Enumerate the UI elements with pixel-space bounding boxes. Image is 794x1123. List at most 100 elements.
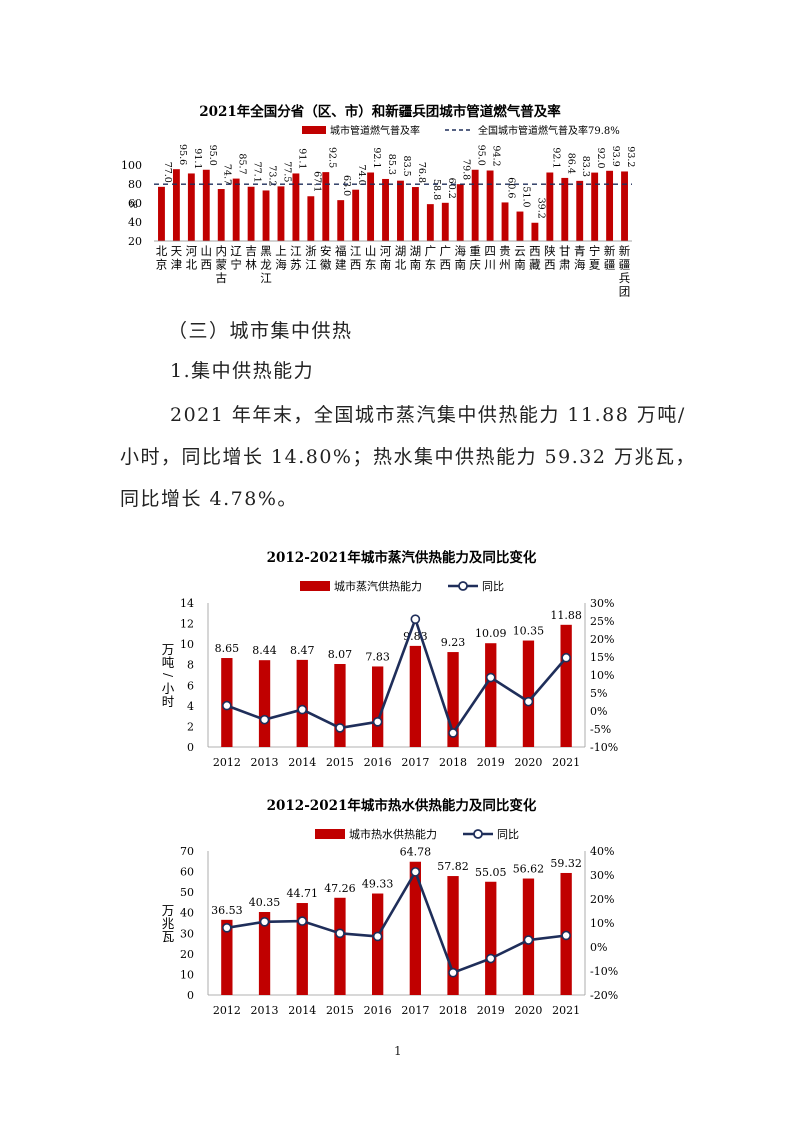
bar-value-label: 60.6 [506, 177, 517, 198]
y2-tick-label: 0% [590, 941, 607, 954]
x-tick-label: 2019 [477, 756, 505, 769]
y-tick-label: 4 [187, 700, 194, 713]
x-tick-label: 北 [395, 258, 407, 272]
legend-line-marker [473, 829, 483, 839]
yoy-point [297, 916, 308, 926]
y2-tick-label: 20% [590, 893, 614, 906]
x-tick-label: 上 [275, 244, 287, 258]
y-axis-label: 吨 [162, 655, 175, 670]
bar-value-label: 92.0 [595, 147, 606, 168]
bar [447, 876, 459, 995]
bar-value-label: 59.32 [550, 857, 582, 870]
yoy-point [410, 867, 421, 877]
bar [606, 170, 614, 241]
bar-value-label: 10.35 [513, 625, 545, 638]
x-tick-label: 陕 [544, 244, 556, 258]
bar-value-label: 58.8 [431, 179, 442, 200]
bar-value-label: 11.88 [550, 609, 582, 622]
bar-value-label: 92.1 [371, 147, 382, 168]
legend-ref-label: 全国城市管道燃气普及率79.8% [478, 124, 620, 137]
x-tick-label: 西 [529, 244, 541, 258]
x-tick-label: 庆 [469, 258, 481, 272]
y-tick-label: 100 [121, 159, 142, 172]
bar [409, 645, 422, 747]
bar-value-label: 93.2 [625, 146, 636, 167]
bar [334, 663, 346, 747]
y-tick-label: 12 [180, 618, 194, 631]
bar-value-label: 9.23 [441, 636, 466, 649]
x-tick-label: 川 [484, 258, 496, 272]
x-tick-label: 东 [425, 258, 437, 272]
x-tick-label: 津 [171, 258, 183, 272]
yoy-point [335, 723, 345, 733]
legend-line-label: 同比 [482, 580, 504, 593]
x-tick-label: 辽 [230, 244, 242, 258]
x-tick-label: 贵 [499, 244, 511, 258]
bar [322, 172, 330, 241]
bar-value-label: 86.4 [565, 153, 576, 174]
x-tick-label: 2013 [251, 756, 279, 769]
y-tick-label: 2 [187, 720, 194, 733]
yoy-point [485, 672, 496, 683]
x-tick-label: 天 [171, 244, 183, 258]
bar-value-label: 63.0 [341, 175, 352, 196]
bar [334, 897, 346, 995]
x-tick-label: 2017 [401, 1004, 429, 1017]
bar [485, 643, 497, 747]
x-tick-label: 肃 [559, 258, 571, 272]
y2-tick-label: 5% [590, 687, 607, 700]
x-tick-label: 2012 [213, 1004, 241, 1017]
bar-value-label: 93.9 [610, 146, 621, 167]
legend-line-label: 同比 [497, 828, 519, 841]
bar [337, 200, 345, 241]
bar-value-label: 36.53 [211, 904, 243, 917]
x-tick-label: 建 [335, 258, 347, 272]
bar [217, 189, 225, 241]
y-axis-label: 万 [162, 642, 175, 657]
y-tick-label: 40 [128, 216, 142, 229]
x-tick-label: 西 [350, 258, 362, 272]
y-axis-label: 小 [162, 681, 175, 696]
y-tick-label: 6 [187, 679, 194, 692]
bar [447, 652, 459, 747]
bar-value-label: 8.65 [215, 642, 240, 655]
yoy-point [222, 700, 232, 711]
x-tick-label: 东 [365, 258, 377, 272]
bar-value-label: 79.8 [461, 159, 472, 180]
bar [158, 186, 165, 241]
y-axis-label: 万 [162, 903, 175, 918]
bar [221, 919, 233, 995]
y-axis-label: 瓦 [162, 929, 175, 944]
x-tick-label: 2014 [288, 1004, 316, 1017]
x-tick-label: 南 [514, 258, 526, 272]
y2-tick-label: -10% [590, 741, 618, 754]
bar [501, 202, 509, 241]
bar [258, 660, 271, 747]
body-text-line: 2021 年年末，全国城市蒸汽集中供热能力 11.88 万吨/ [170, 404, 686, 426]
x-tick-label: 2012 [213, 756, 241, 769]
yoy-point [372, 931, 383, 942]
x-tick-label: 古 [215, 271, 227, 285]
x-tick-label: 西 [201, 258, 213, 272]
y2-tick-label: 10% [590, 917, 614, 930]
x-tick-label: 新 [604, 244, 616, 258]
y2-tick-label: 15% [590, 651, 614, 664]
bar-value-label: 55.05 [475, 866, 507, 879]
y-tick-label: 40 [180, 907, 194, 920]
bar [296, 903, 308, 995]
body-text-line: 小时，同比增长 14.80%；热水集中供热能力 59.32 万兆瓦， [120, 446, 696, 468]
x-tick-label: 西 [544, 258, 556, 272]
x-tick-label: 京 [156, 258, 168, 272]
yoy-point [561, 652, 571, 663]
bar-value-label: 85.7 [237, 153, 248, 174]
x-tick-label: 州 [499, 258, 511, 272]
x-tick-label: 北 [156, 244, 168, 258]
x-tick-label: 2016 [364, 1004, 392, 1017]
bar [247, 186, 255, 241]
bar [367, 172, 375, 241]
legend-bar-label: 城市管道燃气普及率 [330, 124, 420, 137]
y-tick-label: 30 [180, 927, 194, 940]
bar-value-label: 92.1 [550, 147, 561, 168]
x-tick-label: 团 [619, 285, 631, 299]
page-number: 1 [394, 1044, 402, 1058]
